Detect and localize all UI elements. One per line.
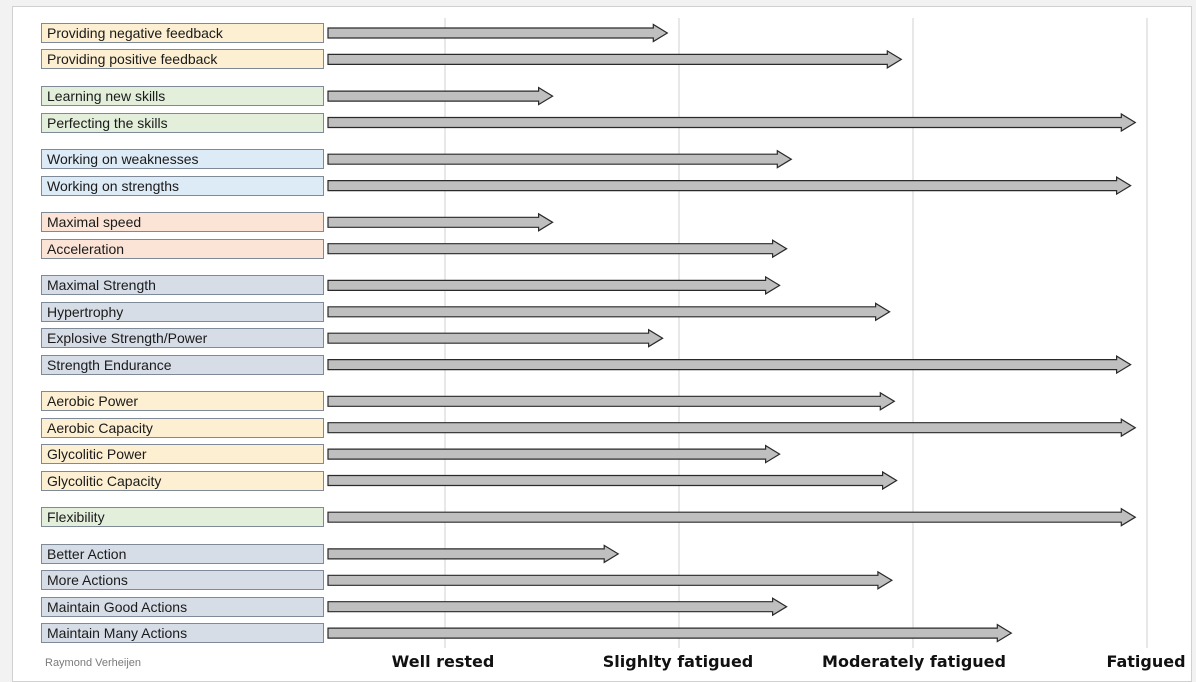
axis-label: Moderately fatigued: [822, 652, 1006, 671]
axis-label: Slighlty fatigued: [602, 652, 754, 671]
fatigue-arrow: [327, 597, 788, 617]
fatigue-arrow: [327, 23, 669, 43]
activity-label: Flexibility: [41, 507, 324, 528]
fatigue-arrow: [327, 149, 793, 169]
fatigue-arrow: [327, 239, 788, 259]
fatigue-arrow: [327, 544, 620, 564]
activity-label: Providing positive feedback: [41, 49, 324, 70]
fatigue-arrow: [327, 112, 1137, 133]
activity-label: Maintain Good Actions: [41, 596, 324, 617]
author-credit: Raymond Verheijen: [45, 657, 142, 669]
fatigue-arrow: [327, 391, 896, 411]
fatigue-arrow: [327, 418, 1137, 438]
activity-label: Explosive Strength/Power: [41, 328, 324, 349]
activity-label: Learning new skills: [41, 86, 324, 107]
fatigue-arrow: [327, 302, 891, 322]
fatigue-arrow: [327, 470, 898, 491]
activity-label: Acceleration: [41, 238, 324, 259]
fatigue-arrow: [327, 623, 1013, 643]
axis-label: Fatigued: [1106, 652, 1186, 671]
fatigue-arrow: [327, 328, 664, 348]
activity-label: Providing negative feedback: [41, 23, 324, 43]
activity-label: Perfecting the skills: [41, 112, 324, 133]
activity-label: Better Action: [41, 543, 324, 564]
fatigue-arrow: [327, 212, 554, 232]
activity-label: Glycolitic Capacity: [41, 470, 324, 491]
activity-label: Working on strengths: [41, 175, 324, 196]
fatigue-arrow: [327, 176, 1132, 196]
fatigue-arrow: [327, 49, 903, 69]
fatigue-arrow: [327, 507, 1137, 527]
fatigue-arrow: [327, 570, 894, 590]
activity-label: Aerobic Capacity: [41, 417, 324, 438]
axis-label: Well rested: [391, 652, 495, 671]
activity-label: Working on weaknesses: [41, 149, 324, 170]
fatigue-arrow: [327, 86, 554, 106]
activity-label: Aerobic Power: [41, 391, 324, 412]
activity-label: Maximal speed: [41, 212, 324, 233]
fatigue-arrow: [327, 275, 781, 295]
activity-label: Maintain Many Actions: [41, 623, 324, 644]
fatigue-arrow: [327, 355, 1132, 375]
activity-label: Maximal Strength: [41, 275, 324, 296]
activity-label: Hypertrophy: [41, 301, 324, 322]
activity-label: Strength Endurance: [41, 354, 324, 375]
activity-label: Glycolitic Power: [41, 444, 324, 465]
activity-label: More Actions: [41, 570, 324, 591]
fatigue-arrow: [327, 444, 781, 464]
